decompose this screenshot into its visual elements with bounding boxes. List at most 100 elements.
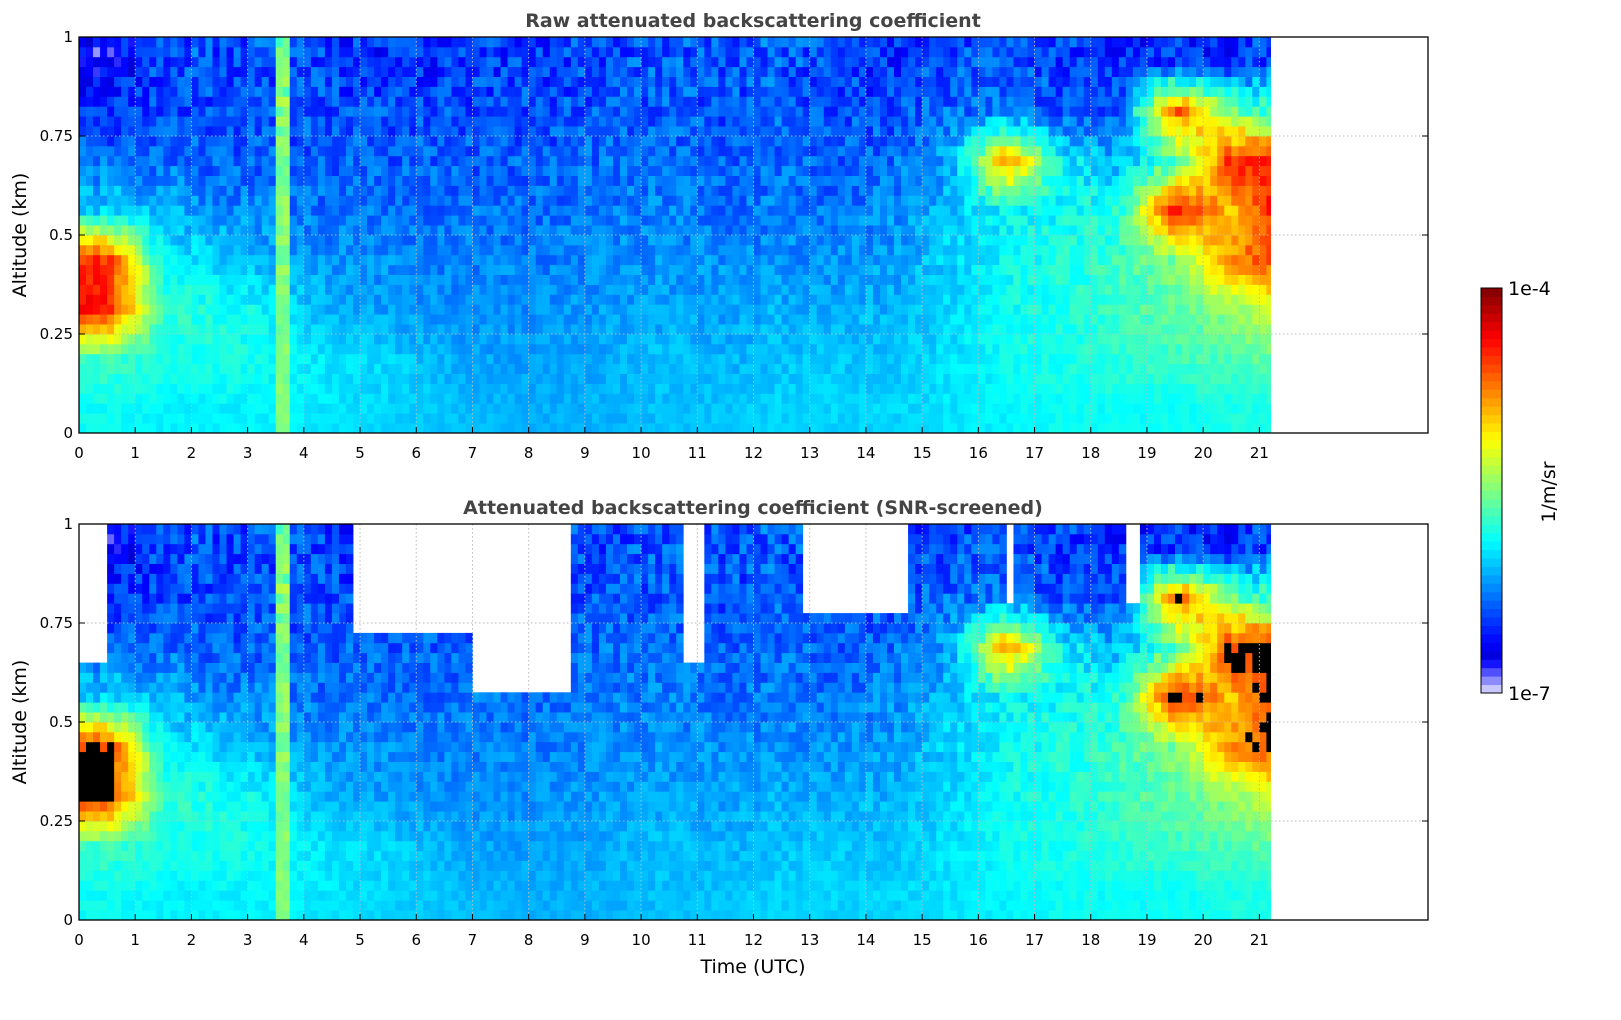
- heatmap-cell: [732, 294, 740, 305]
- heatmap-cell: [612, 334, 621, 345]
- heatmap-cell: [669, 373, 677, 384]
- heatmap-cell: [493, 393, 501, 404]
- heatmap-cell: [381, 244, 389, 256]
- heatmap-cell: [641, 165, 649, 176]
- heatmap-cell: [374, 37, 382, 48]
- heatmap-cell: [360, 393, 368, 404]
- heatmap-cell: [353, 254, 361, 266]
- heatmap-cell: [184, 126, 192, 137]
- heatmap-cell: [802, 215, 811, 226]
- heatmap-cell: [577, 353, 586, 365]
- heatmap-cell: [837, 56, 846, 68]
- heatmap-cell: [746, 274, 754, 285]
- heatmap-cell: [591, 383, 600, 394]
- heatmap-cell: [233, 373, 241, 384]
- heatmap-cell: [753, 324, 761, 335]
- heatmap-cell: [226, 116, 234, 127]
- heatmap-cell: [563, 66, 572, 77]
- heatmap-cell: [655, 334, 663, 345]
- heatmap-cell: [612, 37, 621, 48]
- heatmap-cell: [100, 383, 108, 394]
- heatmap-cell: [584, 155, 593, 167]
- heatmap-cell: [802, 284, 811, 295]
- heatmap-cell: [282, 86, 291, 97]
- heatmap-cell: [472, 413, 480, 424]
- heatmap-cell: [107, 225, 115, 236]
- heatmap-cell: [908, 126, 916, 137]
- heatmap-cell: [676, 66, 684, 77]
- heatmap-cell: [486, 96, 494, 107]
- heatmap-cell: [865, 37, 874, 48]
- heatmap-cell: [683, 324, 691, 335]
- heatmap-cell: [774, 413, 783, 424]
- heatmap-cell: [837, 403, 846, 414]
- heatmap-cell: [620, 324, 628, 335]
- heatmap-cell: [458, 284, 466, 295]
- heatmap-cell: [310, 274, 319, 285]
- heatmap-cell: [275, 294, 284, 305]
- heatmap-cell: [472, 205, 480, 216]
- heatmap-cell: [240, 155, 249, 167]
- heatmap-cell: [395, 254, 403, 266]
- heatmap-cell: [872, 175, 881, 186]
- heatmap-cell: [409, 393, 417, 404]
- heatmap-cell: [697, 403, 705, 414]
- heatmap-cell: [669, 56, 677, 68]
- heatmap-cell: [774, 37, 783, 48]
- heatmap-cell: [605, 284, 614, 295]
- heatmap-cell: [598, 195, 607, 206]
- heatmap-cell: [360, 185, 368, 196]
- heatmap-cell: [542, 106, 551, 117]
- heatmap-cell: [872, 165, 881, 176]
- heatmap-cell: [669, 314, 677, 325]
- heatmap-cell: [577, 225, 586, 236]
- heatmap-cell: [922, 423, 930, 434]
- heatmap-cell: [823, 403, 832, 414]
- heatmap-cell: [570, 423, 579, 434]
- heatmap-cell: [781, 195, 790, 206]
- heatmap-cell: [549, 363, 558, 374]
- heatmap-cell: [107, 195, 115, 206]
- heatmap-cell: [872, 46, 881, 58]
- heatmap-cell: [353, 403, 361, 414]
- heatmap-cell: [802, 274, 811, 285]
- heatmap-cell: [612, 343, 621, 355]
- heatmap-cell: [894, 76, 902, 87]
- heatmap-cell: [472, 314, 480, 325]
- heatmap-cell: [894, 225, 902, 236]
- heatmap-cell: [760, 215, 768, 226]
- heatmap-cell: [929, 175, 937, 186]
- heatmap-cell: [669, 294, 677, 305]
- heatmap-cell: [627, 86, 635, 97]
- heatmap-cell: [598, 106, 607, 117]
- heatmap-cell: [605, 155, 614, 167]
- heatmap-cell: [479, 304, 487, 315]
- heatmap-cell: [177, 116, 185, 127]
- heatmap-cell: [844, 225, 853, 236]
- heatmap-cell: [493, 314, 501, 325]
- heatmap-cell: [437, 334, 445, 345]
- heatmap-cell: [886, 304, 895, 315]
- heatmap-cell: [591, 254, 600, 266]
- heatmap-cell: [416, 195, 424, 206]
- heatmap-cell: [128, 324, 136, 335]
- heatmap-cell: [107, 363, 115, 374]
- heatmap-cell: [823, 165, 832, 176]
- heatmap-cell: [289, 294, 298, 305]
- heatmap-cell: [360, 264, 368, 275]
- heatmap-cell: [627, 66, 635, 77]
- heatmap-cell: [858, 324, 867, 335]
- heatmap-cell: [669, 393, 677, 404]
- heatmap-cell: [795, 294, 804, 305]
- heatmap-cell: [233, 235, 241, 246]
- heatmap-cell: [872, 334, 881, 345]
- heatmap-cell: [795, 66, 804, 77]
- heatmap-cell: [149, 284, 157, 295]
- heatmap-cell: [324, 185, 333, 196]
- heatmap-cell: [858, 254, 867, 266]
- heatmap-cell: [444, 215, 452, 226]
- heatmap-cell: [191, 165, 199, 176]
- heatmap-cell: [901, 353, 909, 365]
- heatmap-cell: [809, 136, 818, 147]
- heatmap-cell: [851, 66, 860, 77]
